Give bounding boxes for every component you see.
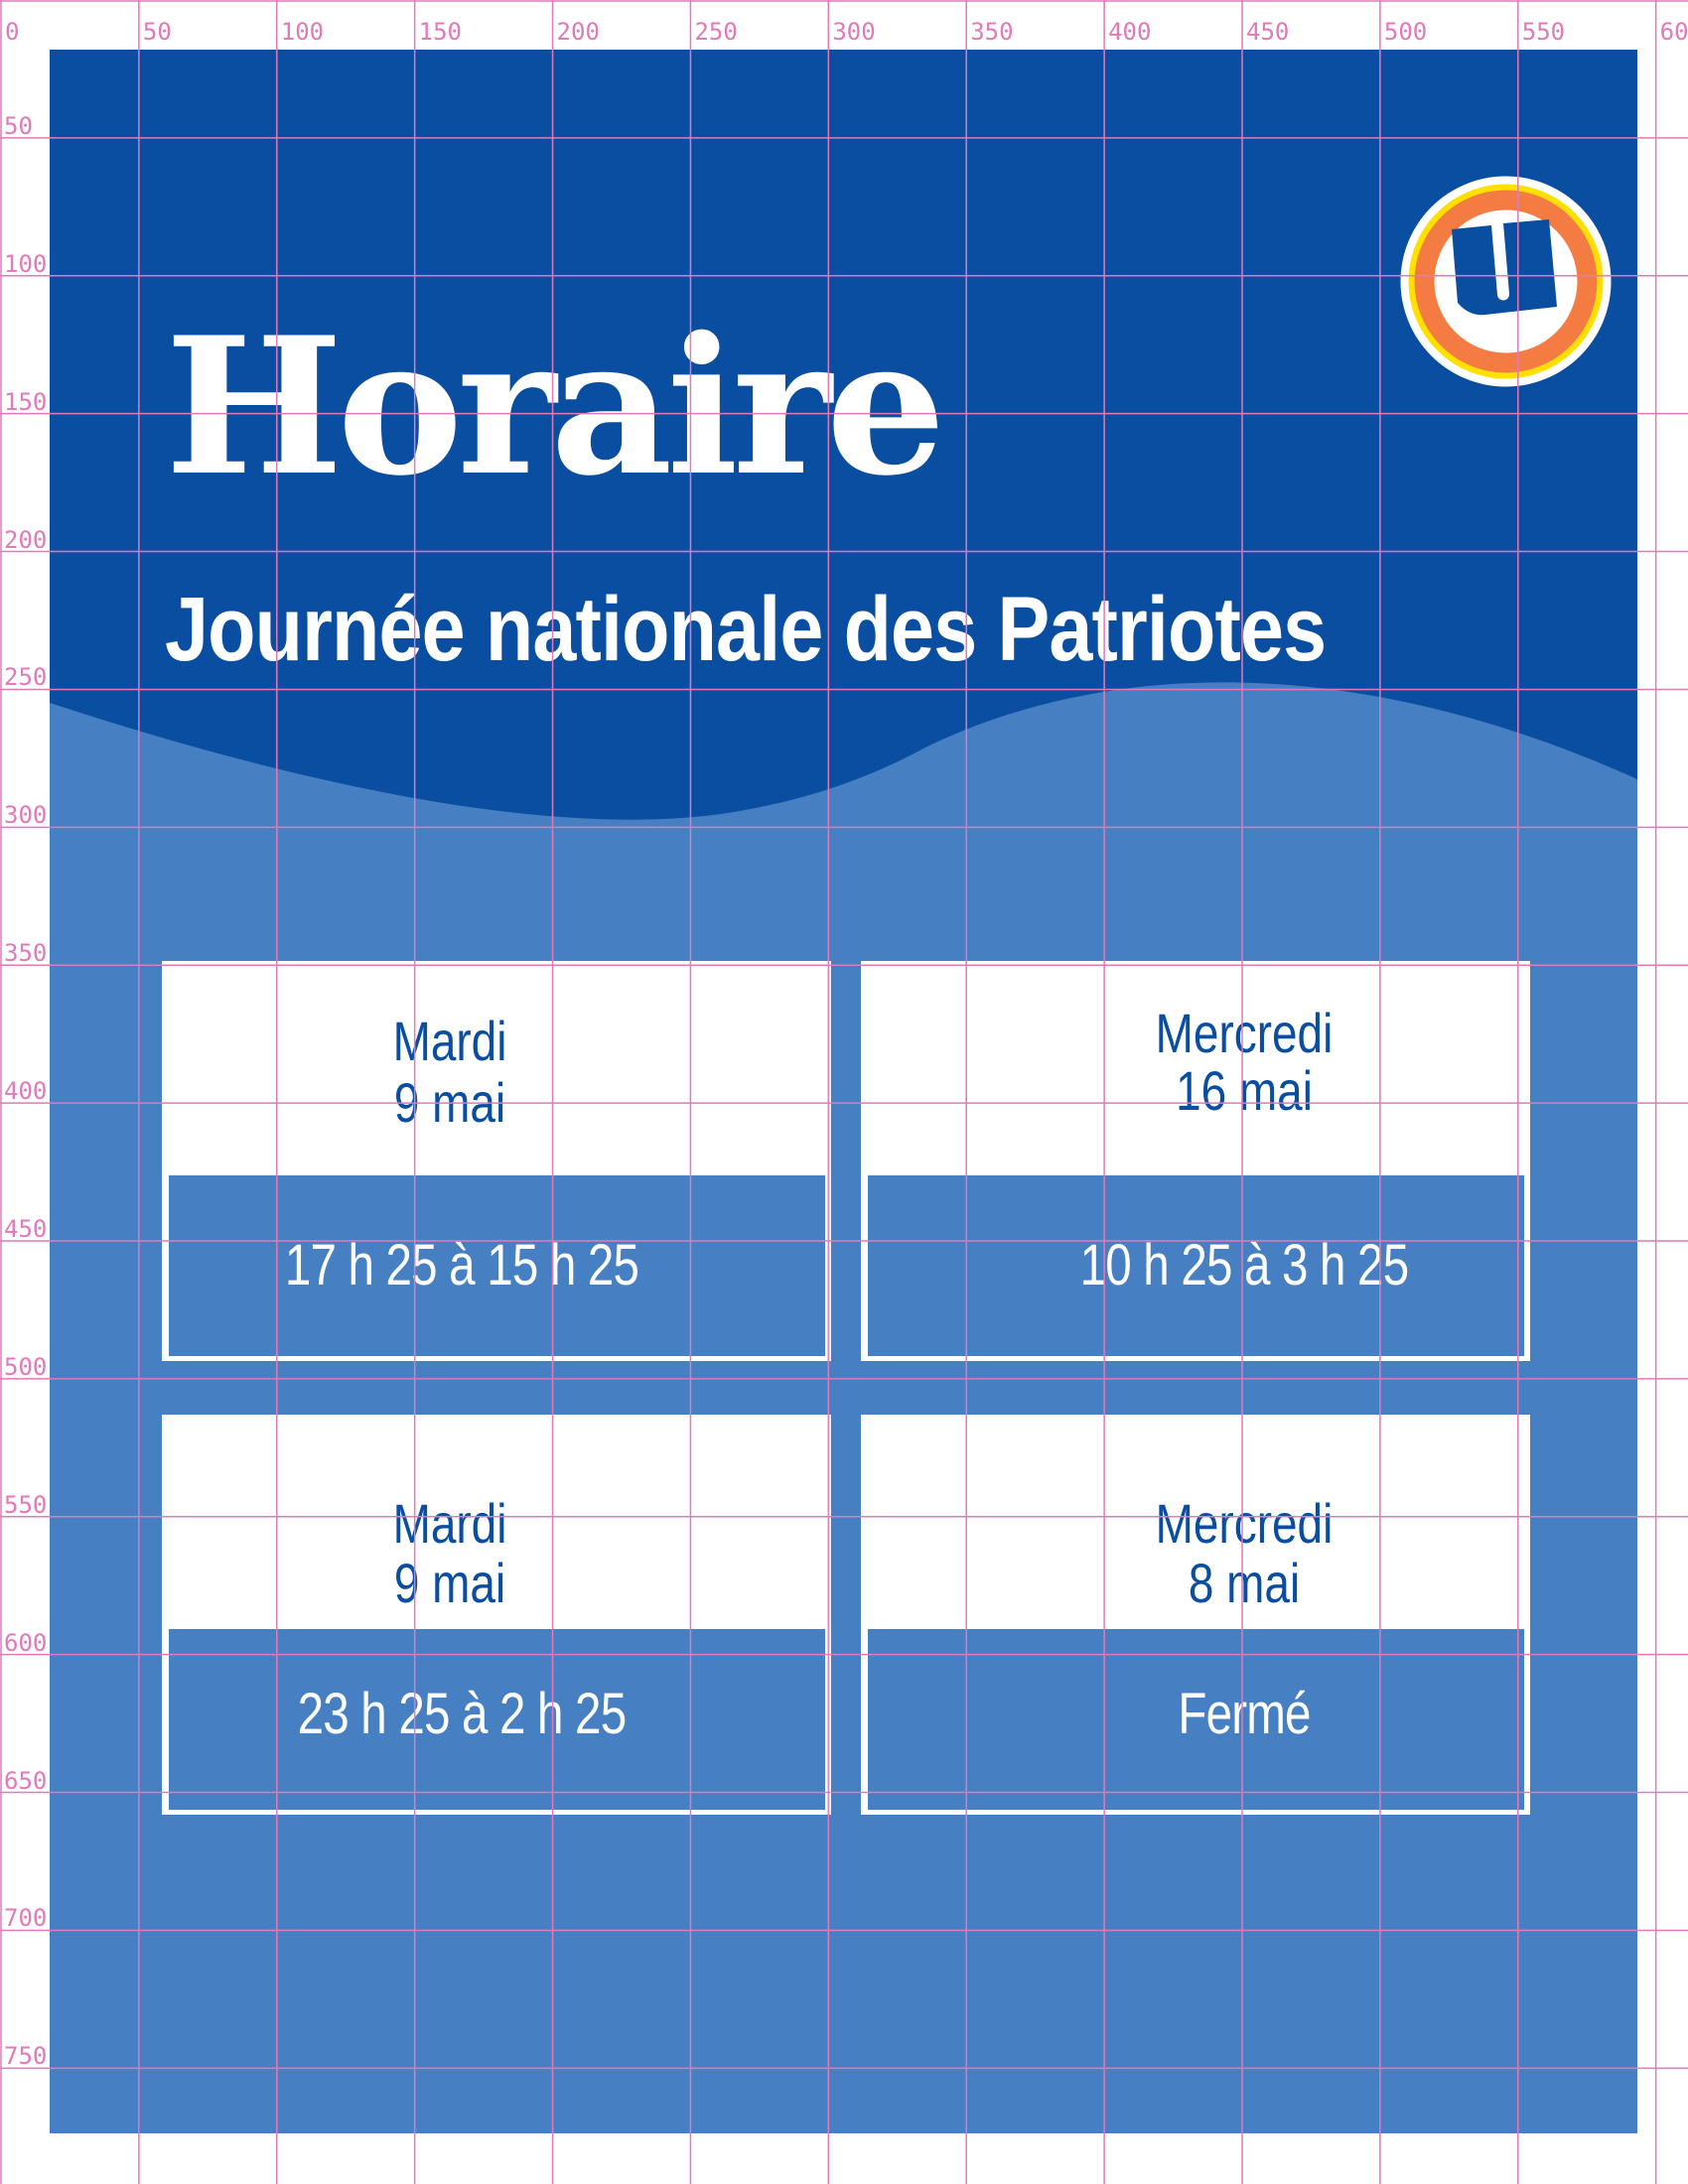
schedule-card: Mercredi 8 mai Fermé (861, 1415, 1530, 1815)
hours-text: 10 h 25 à 3 h 25 (1079, 1233, 1409, 1297)
hours-box: 17 h 25 à 15 h 25 (169, 1175, 825, 1356)
grid-x-label: 250 (694, 18, 738, 46)
hours-box: 23 h 25 à 2 h 25 (169, 1629, 825, 1810)
grid-y-label: 750 (4, 2042, 48, 2071)
grid-x-label: 150 (418, 18, 463, 46)
schedule-day: Mercredi 16 mai (1089, 1005, 1399, 1120)
grid-x-label: 500 (1383, 18, 1428, 46)
schedule-day: Mardi 9 mai (295, 1011, 605, 1134)
page-subtitle: Journée nationale des Patriotes (165, 579, 1327, 680)
grid-y-label: 600 (4, 1628, 48, 1657)
grid-y-label: 700 (4, 1904, 48, 1933)
grid-x-label: 400 (1108, 18, 1152, 46)
grid-y-label: 50 (4, 111, 33, 140)
grid-y-label: 200 (4, 525, 48, 554)
hours-text: 23 h 25 à 2 h 25 (297, 1682, 627, 1746)
schedule-day: Mercredi 8 mai (1089, 1494, 1399, 1613)
hours-box: 10 h 25 à 3 h 25 (868, 1175, 1524, 1356)
grid-x-label: 550 (1521, 18, 1566, 46)
day-date: 16 mai (1176, 1059, 1313, 1122)
grid-y-label: 100 (4, 249, 48, 278)
day-name: Mardi (392, 1492, 507, 1555)
grid-y-label: 350 (4, 939, 48, 968)
hours-text: 17 h 25 à 15 h 25 (284, 1233, 639, 1297)
hours-box: Fermé (868, 1629, 1524, 1810)
grid-y-label: 500 (4, 1352, 48, 1381)
grid-y-label: 400 (4, 1077, 48, 1106)
grid-y-label: 650 (4, 1766, 48, 1795)
schedule-card: Mardi 9 mai 17 h 25 à 15 h 25 (162, 961, 831, 1361)
schedule-card: Mardi 9 mai 23 h 25 à 2 h 25 (162, 1415, 831, 1815)
day-date: 9 mai (393, 1071, 506, 1134)
grid-y-label: 150 (4, 387, 48, 416)
day-date: 8 mai (1188, 1552, 1301, 1614)
grid-x-label: 50 (142, 18, 172, 46)
grid-x-label: 300 (832, 18, 876, 46)
grid-y-label: 300 (4, 801, 48, 830)
grid-x-label: 100 (280, 18, 325, 46)
grid-x-label: 600 (1659, 18, 1688, 46)
day-name: Mardi (392, 1010, 507, 1072)
day-name: Mercredi (1155, 1002, 1334, 1064)
u-logo-icon (1400, 176, 1612, 387)
day-name: Mercredi (1155, 1492, 1334, 1555)
grid-y-label: 250 (4, 663, 48, 692)
grid-x-label: 0 (5, 18, 20, 46)
schedule-day: Mardi 9 mai (295, 1494, 605, 1613)
page-title: Horaire (165, 296, 946, 517)
grid-y-label: 550 (4, 1490, 48, 1519)
hours-text: Fermé (1178, 1682, 1311, 1746)
grid-x-label: 200 (556, 18, 600, 46)
grid-y-label: 450 (4, 1215, 48, 1243)
grid-x-label: 450 (1246, 18, 1290, 46)
grid-x-label: 350 (970, 18, 1014, 46)
schedule-card: Mercredi 16 mai 10 h 25 à 3 h 25 (861, 961, 1530, 1361)
day-date: 9 mai (393, 1552, 506, 1614)
